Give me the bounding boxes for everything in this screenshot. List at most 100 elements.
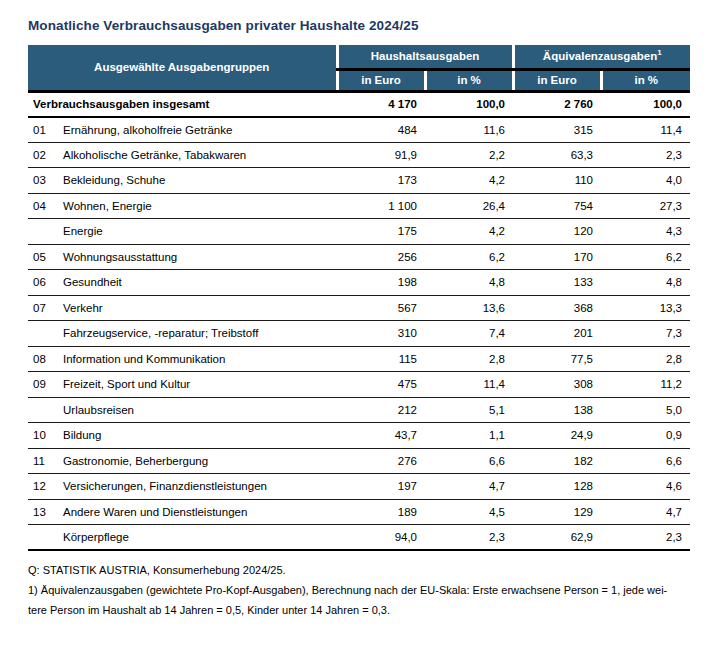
cell-household-euro: 94,0	[337, 525, 425, 551]
cell-equivalence-euro: 129	[513, 499, 601, 525]
cell-household-percent: 6,2	[425, 244, 513, 270]
cell-equivalence-percent: 11,4	[601, 117, 690, 143]
cell-household-euro: 484	[337, 117, 425, 143]
row-code	[28, 321, 63, 347]
row-label: Gesundheit	[63, 270, 337, 296]
cell-equivalence-percent: 5,0	[601, 397, 690, 423]
row-label: Gastronomie, Beherbergung	[63, 448, 337, 474]
cell-equivalence-percent: 13,3	[601, 295, 690, 321]
cell-total-equivalence-euro: 2 760	[513, 91, 601, 117]
cell-equivalence-euro: 77,5	[513, 346, 601, 372]
cell-household-euro: 175	[337, 219, 425, 245]
cell-household-percent: 4,5	[425, 499, 513, 525]
cell-household-euro: 197	[337, 474, 425, 500]
footnote-line-1: 1) Äquivalenzausgaben (gewichtete Pro-Ko…	[28, 580, 690, 600]
cell-household-percent: 2,8	[425, 346, 513, 372]
row-label: Bildung	[63, 423, 337, 449]
page: Monatliche Verbrauchsausgaben privater H…	[0, 0, 717, 620]
footnote-line-2: tere Person im Haushalt ab 14 Jahren = 0…	[28, 600, 690, 620]
row-label: Wohnungsausstattung	[63, 244, 337, 270]
cell-equivalence-euro: 308	[513, 372, 601, 398]
cell-household-euro: 310	[337, 321, 425, 347]
cell-equivalence-percent: 27,3	[601, 193, 690, 219]
row-label: Urlaubsreisen	[63, 397, 337, 423]
cell-household-euro: 567	[337, 295, 425, 321]
cell-household-percent: 2,3	[425, 525, 513, 551]
column-header-household-expenditures: Haushaltsausgaben	[337, 45, 513, 69]
cell-total-household-euro: 4 170	[337, 91, 425, 117]
cell-household-percent: 4,8	[425, 270, 513, 296]
table-row: Energie 175 4,2 120 4,3	[28, 219, 690, 245]
cell-household-euro: 1 100	[337, 193, 425, 219]
cell-equivalence-percent: 7,3	[601, 321, 690, 347]
cell-household-euro: 256	[337, 244, 425, 270]
cell-household-euro: 212	[337, 397, 425, 423]
cell-equivalence-euro: 62,9	[513, 525, 601, 551]
table-row: 09 Freizeit, Sport und Kultur 475 11,4 3…	[28, 372, 690, 398]
cell-equivalence-euro: 368	[513, 295, 601, 321]
cell-household-percent: 4,2	[425, 219, 513, 245]
subheader-household-percent: in %	[425, 69, 513, 91]
row-code: 04	[28, 193, 63, 219]
row-label: Energie	[63, 219, 337, 245]
row-label: Alkoholische Getränke, Tabakwaren	[63, 142, 337, 168]
table-row: 07 Verkehr 567 13,6 368 13,3	[28, 295, 690, 321]
row-code: 05	[28, 244, 63, 270]
table-body: Verbrauchsausgaben insgesamt 4 170 100,0…	[28, 91, 690, 550]
cell-household-euro: 91,9	[337, 142, 425, 168]
table-row: 03 Bekleidung, Schuhe 173 4,2 110 4,0	[28, 168, 690, 194]
cell-household-euro: 475	[337, 372, 425, 398]
row-code	[28, 397, 63, 423]
row-code: 12	[28, 474, 63, 500]
row-label: Fahrzeugservice, -reparatur; Treibstoff	[63, 321, 337, 347]
subheader-equivalence-percent: in %	[601, 69, 690, 91]
cell-equivalence-euro: 24,9	[513, 423, 601, 449]
cell-equivalence-euro: 754	[513, 193, 601, 219]
cell-household-percent: 4,7	[425, 474, 513, 500]
row-label: Körperpflege	[63, 525, 337, 551]
table-row: 11 Gastronomie, Beherbergung 276 6,6 182…	[28, 448, 690, 474]
cell-total-equivalence-percent: 100,0	[601, 91, 690, 117]
row-label: Bekleidung, Schuhe	[63, 168, 337, 194]
row-label-total: Verbrauchsausgaben insgesamt	[28, 91, 337, 117]
cell-household-euro: 198	[337, 270, 425, 296]
row-code: 01	[28, 117, 63, 143]
cell-equivalence-percent: 2,3	[601, 525, 690, 551]
row-code: 11	[28, 448, 63, 474]
table-row: Fahrzeugservice, -reparatur; Treibstoff …	[28, 321, 690, 347]
row-label: Wohnen, Energie	[63, 193, 337, 219]
cell-household-euro: 115	[337, 346, 425, 372]
table-header: Ausgewählte Ausgabengruppen Haushaltsaus…	[28, 45, 690, 91]
cell-equivalence-percent: 4,8	[601, 270, 690, 296]
row-code	[28, 219, 63, 245]
cell-equivalence-euro: 138	[513, 397, 601, 423]
cell-household-euro: 43,7	[337, 423, 425, 449]
cell-household-euro: 276	[337, 448, 425, 474]
cell-household-percent: 7,4	[425, 321, 513, 347]
cell-household-percent: 11,4	[425, 372, 513, 398]
cell-equivalence-euro: 133	[513, 270, 601, 296]
table-row: 10 Bildung 43,7 1,1 24,9 0,9	[28, 423, 690, 449]
cell-household-percent: 6,6	[425, 448, 513, 474]
source-line: Q: STATISTIK AUSTRIA, Konsumerhebung 202…	[28, 560, 690, 580]
subheader-household-euro: in Euro	[337, 69, 425, 91]
cell-equivalence-percent: 4,7	[601, 499, 690, 525]
cell-household-euro: 189	[337, 499, 425, 525]
row-label: Ernährung, alkoholfreie Getränke	[63, 117, 337, 143]
page-title: Monatliche Verbrauchsausgaben privater H…	[28, 18, 690, 33]
table-row: 04 Wohnen, Energie 1 100 26,4 754 27,3	[28, 193, 690, 219]
row-code: 02	[28, 142, 63, 168]
cell-equivalence-percent: 4,3	[601, 219, 690, 245]
cell-equivalence-percent: 2,8	[601, 346, 690, 372]
row-code: 13	[28, 499, 63, 525]
table-row: 02 Alkoholische Getränke, Tabakwaren 91,…	[28, 142, 690, 168]
row-code: 09	[28, 372, 63, 398]
table-row: Urlaubsreisen 212 5,1 138 5,0	[28, 397, 690, 423]
row-label: Andere Waren und Dienstleistungen	[63, 499, 337, 525]
table-row: 12 Versicherungen, Finanzdienstleistunge…	[28, 474, 690, 500]
row-code: 03	[28, 168, 63, 194]
cell-equivalence-euro: 170	[513, 244, 601, 270]
row-label: Versicherungen, Finanzdienstleistungen	[63, 474, 337, 500]
cell-equivalence-percent: 4,0	[601, 168, 690, 194]
table-footer: Q: STATISTIK AUSTRIA, Konsumerhebung 202…	[28, 560, 690, 620]
